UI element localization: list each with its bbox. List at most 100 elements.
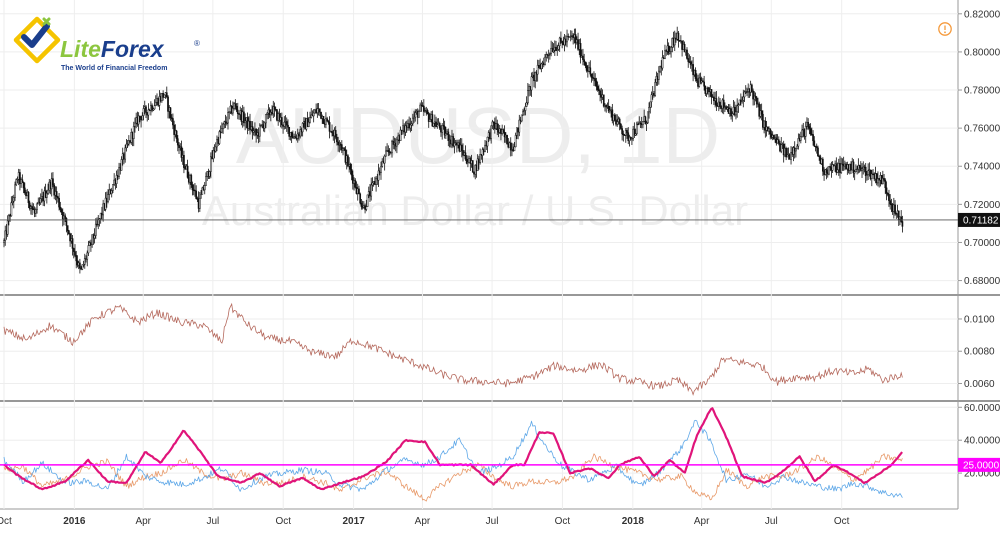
candle[interactable] (167, 95, 169, 119)
candle[interactable] (377, 163, 380, 188)
candle[interactable] (287, 119, 289, 134)
candle[interactable] (23, 182, 26, 195)
candle[interactable] (201, 186, 204, 195)
candle[interactable] (71, 234, 74, 256)
candle[interactable] (327, 119, 330, 125)
candle[interactable] (645, 120, 648, 131)
candle[interactable] (795, 148, 797, 158)
candle[interactable] (252, 127, 255, 136)
candle[interactable] (817, 145, 819, 157)
candle[interactable] (447, 128, 450, 147)
candle[interactable] (243, 106, 245, 127)
candle[interactable] (840, 157, 843, 174)
candle[interactable] (227, 107, 229, 130)
candle[interactable] (10, 196, 13, 217)
indicator1-line[interactable] (3, 302, 903, 396)
candle[interactable] (629, 136, 632, 141)
candle[interactable] (69, 232, 71, 247)
indicator2-blue-line[interactable] (3, 419, 903, 498)
candle[interactable] (134, 117, 136, 133)
candle[interactable] (460, 138, 463, 158)
candle[interactable] (589, 60, 592, 77)
candle[interactable] (722, 94, 725, 115)
candle[interactable] (502, 128, 505, 134)
candle[interactable] (634, 128, 637, 136)
candle[interactable] (139, 115, 141, 123)
candle[interactable] (733, 101, 736, 117)
candle[interactable] (442, 118, 445, 130)
candle[interactable] (214, 142, 217, 153)
candle[interactable] (654, 78, 657, 97)
candle[interactable] (894, 200, 896, 216)
candle[interactable] (828, 166, 830, 176)
candle[interactable] (375, 176, 377, 192)
candle[interactable] (657, 66, 660, 85)
candle[interactable] (558, 36, 561, 52)
candle[interactable] (419, 102, 422, 112)
candle[interactable] (14, 181, 16, 201)
candle[interactable] (53, 182, 56, 200)
candle[interactable] (272, 100, 275, 119)
candle[interactable] (263, 121, 266, 133)
candle[interactable] (354, 178, 357, 189)
candle[interactable] (486, 136, 489, 153)
candle[interactable] (200, 190, 202, 199)
candle[interactable] (320, 111, 322, 120)
candle[interactable] (853, 169, 856, 181)
candle[interactable] (436, 118, 439, 129)
candle[interactable] (731, 111, 734, 122)
candle[interactable] (686, 47, 688, 60)
candle[interactable] (316, 103, 319, 118)
candle[interactable] (307, 117, 310, 128)
candle[interactable] (153, 99, 156, 110)
candle[interactable] (112, 184, 114, 193)
candle[interactable] (797, 133, 800, 150)
candle[interactable] (266, 112, 269, 120)
candle[interactable] (347, 154, 349, 168)
candle[interactable] (57, 195, 59, 203)
candle[interactable] (265, 113, 267, 129)
candle[interactable] (579, 38, 582, 64)
candle[interactable] (273, 102, 276, 117)
candle[interactable] (285, 117, 288, 132)
candle[interactable] (545, 51, 548, 62)
candle[interactable] (627, 127, 630, 145)
candle[interactable] (780, 137, 783, 154)
candle[interactable] (560, 31, 562, 44)
candle[interactable] (453, 138, 456, 154)
candle[interactable] (175, 129, 178, 143)
candle[interactable] (773, 134, 775, 140)
candle[interactable] (360, 199, 363, 210)
candle[interactable] (835, 157, 838, 176)
candle[interactable] (760, 103, 763, 121)
candle[interactable] (351, 170, 354, 190)
candle[interactable] (616, 114, 619, 127)
candle[interactable] (809, 123, 812, 136)
candle[interactable] (637, 121, 639, 126)
candle[interactable] (225, 116, 228, 126)
candle[interactable] (165, 86, 168, 99)
candle[interactable] (796, 144, 799, 150)
candle[interactable] (556, 44, 559, 56)
candle[interactable] (705, 87, 708, 97)
candle[interactable] (715, 90, 718, 111)
candle[interactable] (522, 109, 524, 116)
candle[interactable] (889, 194, 892, 210)
candle[interactable] (115, 170, 118, 189)
candle[interactable] (340, 140, 343, 154)
candle[interactable] (309, 111, 311, 124)
candle[interactable] (218, 129, 221, 145)
candle[interactable] (234, 99, 237, 110)
candle[interactable] (232, 101, 234, 116)
candle[interactable] (808, 123, 811, 135)
candle[interactable] (518, 114, 521, 137)
candle[interactable] (877, 171, 879, 187)
candle[interactable] (391, 139, 393, 158)
candle[interactable] (212, 146, 215, 163)
candle[interactable] (885, 181, 888, 201)
candle[interactable] (527, 83, 529, 105)
candle[interactable] (746, 87, 748, 97)
candle[interactable] (32, 203, 35, 211)
candle[interactable] (445, 126, 447, 140)
